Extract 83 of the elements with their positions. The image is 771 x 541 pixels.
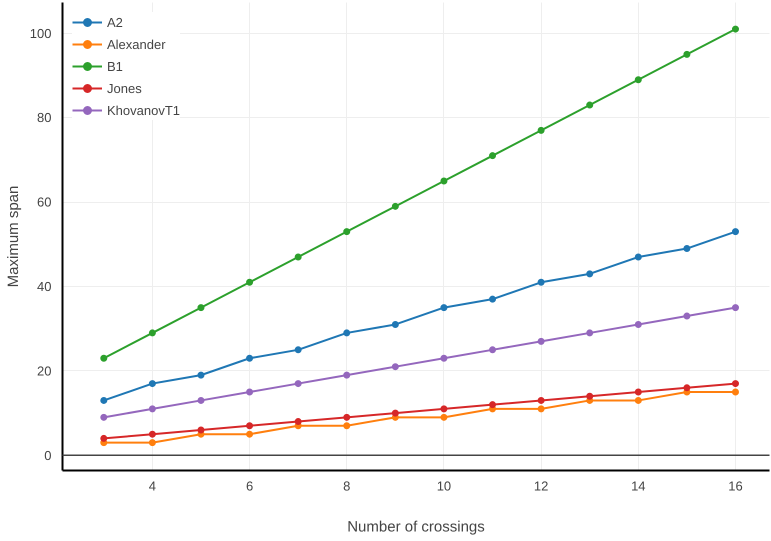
point: [732, 228, 739, 236]
x-axis-title: Number of crossings: [347, 518, 485, 536]
point: [294, 253, 302, 260]
point: [343, 329, 350, 336]
y-tick-label: 0: [44, 448, 52, 463]
point: [538, 126, 545, 134]
point: [197, 304, 204, 312]
point: [197, 396, 204, 404]
point: [343, 228, 350, 236]
x-tick-label: 14: [631, 478, 646, 494]
point: [100, 396, 108, 404]
point: [538, 278, 545, 286]
point: [246, 388, 254, 396]
point: [197, 372, 204, 379]
point: [634, 396, 642, 404]
point: [538, 405, 545, 412]
point: [634, 253, 642, 260]
point: [246, 278, 254, 286]
x-tick-label: 12: [534, 478, 548, 494]
point: [683, 384, 690, 392]
point: [586, 392, 594, 400]
point: [100, 354, 108, 362]
point: [294, 346, 302, 354]
point: [197, 426, 204, 434]
y-tick-label: 60: [37, 194, 52, 210]
point: [343, 414, 350, 421]
x-tick-label: 10: [436, 478, 452, 494]
point: [732, 380, 739, 388]
point: [489, 346, 496, 354]
point: [148, 329, 156, 336]
point: [489, 401, 496, 408]
y-axis-title: Maximum span: [4, 186, 22, 288]
point: [392, 363, 399, 370]
x-tick-label: 6: [246, 478, 254, 494]
point: [440, 178, 448, 184]
point: [489, 152, 496, 160]
point: [100, 434, 108, 442]
point: [489, 296, 496, 303]
point: [392, 410, 399, 417]
point: [246, 354, 254, 362]
point: [683, 50, 690, 58]
point: [538, 396, 545, 404]
x-tick-label: 16: [728, 478, 743, 494]
point: [343, 372, 350, 379]
point: [392, 202, 399, 210]
y-tick-label: 100: [30, 26, 52, 41]
legend-label: KhovanovT1: [107, 102, 180, 119]
point: [440, 354, 448, 362]
point: [634, 388, 642, 396]
point: [246, 422, 254, 430]
point: [634, 320, 642, 328]
point: [732, 26, 739, 33]
point: [440, 304, 448, 312]
point: [634, 76, 642, 84]
point: [586, 270, 594, 278]
point: [294, 418, 302, 426]
y-tick-label: 80: [37, 110, 52, 126]
point: [538, 338, 545, 345]
legend-label: Jones: [107, 80, 142, 97]
point: [440, 405, 448, 412]
legend-label: B1: [107, 58, 124, 75]
x-tick-label: 4: [148, 478, 156, 494]
y-tick-label: 20: [37, 363, 52, 378]
point: [343, 422, 350, 430]
x-tick-label: 8: [343, 478, 350, 494]
point: [148, 430, 156, 438]
point: [148, 439, 156, 446]
legend-label: A2: [107, 14, 124, 31]
point: [294, 380, 302, 388]
point: [586, 102, 594, 109]
point: [683, 245, 690, 252]
point: [246, 430, 254, 438]
point: [683, 312, 690, 320]
point: [148, 380, 156, 388]
point: [148, 405, 156, 412]
y-tick-label: 40: [37, 279, 52, 294]
point: [100, 414, 108, 421]
point: [440, 414, 448, 421]
point: [392, 320, 399, 328]
point: [732, 304, 739, 312]
point: [732, 388, 739, 396]
point: [586, 329, 594, 336]
legend-label: Alexander: [107, 36, 166, 53]
